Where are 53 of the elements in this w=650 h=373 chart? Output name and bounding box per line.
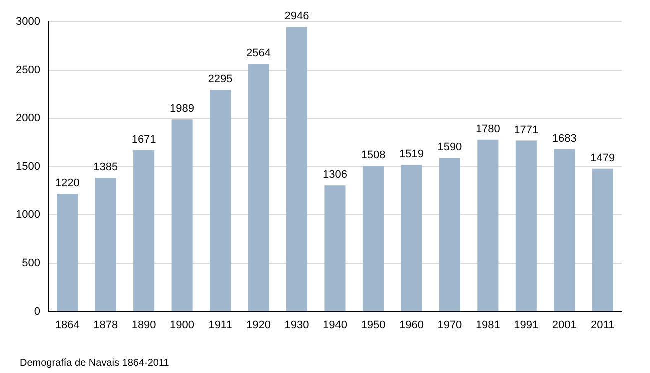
data-label: 1989 — [170, 103, 195, 116]
x-tick-label: 1900 — [170, 319, 195, 332]
bar — [439, 158, 460, 312]
bar — [57, 194, 78, 312]
bar — [516, 140, 537, 312]
bar — [478, 140, 499, 312]
x-tick-label: 1890 — [132, 319, 156, 332]
bar — [324, 186, 346, 312]
data-label: 2946 — [284, 10, 310, 23]
data-label: 2564 — [246, 48, 272, 60]
x-tick-label: 1981 — [476, 319, 500, 332]
y-tick-label: 1000 — [16, 209, 40, 222]
data-label: 1508 — [361, 150, 386, 162]
x-tick-label: 1920 — [246, 319, 272, 332]
y-tick-label: 3000 — [16, 16, 40, 28]
bar — [554, 149, 576, 312]
bar — [362, 166, 384, 312]
data-label: 1590 — [438, 142, 462, 154]
data-label: 1683 — [552, 132, 577, 145]
y-tick-label: 0 — [34, 306, 40, 318]
y-tick-label: 2500 — [16, 64, 40, 76]
data-label: 1306 — [322, 169, 348, 182]
bar — [210, 90, 232, 312]
x-tick-label: 2001 — [552, 319, 577, 332]
y-tick-label: 500 — [22, 258, 40, 270]
data-label: 1385 — [94, 162, 118, 174]
x-tick-label: 1950 — [361, 319, 386, 332]
x-tick-label: 1940 — [322, 319, 348, 332]
bar — [172, 120, 193, 312]
bar — [248, 64, 270, 312]
y-tick-label: 2000 — [16, 112, 40, 125]
bar — [401, 165, 422, 312]
data-label: 2295 — [208, 74, 233, 86]
bar — [95, 178, 116, 312]
y-tick-label: 1500 — [16, 160, 40, 173]
x-tick-label: 1930 — [284, 319, 310, 332]
data-label: 1479 — [590, 152, 616, 164]
x-tick-label: 1911 — [208, 319, 232, 332]
x-tick-label: 1864 — [55, 319, 80, 332]
x-tick-label: 1970 — [438, 319, 462, 332]
data-label: 1220 — [55, 177, 80, 190]
x-tick-label: 2011 — [591, 319, 615, 332]
x-tick-label: 1960 — [399, 319, 424, 332]
data-label: 1771 — [514, 124, 539, 136]
x-tick-label: 1878 — [94, 319, 118, 332]
text: Demografía de Navais 1864-2011 — [20, 358, 170, 369]
bar — [286, 27, 308, 312]
data-label: 1671 — [132, 134, 156, 146]
data-label: 1519 — [399, 148, 424, 161]
data-label: 1780 — [476, 123, 500, 136]
x-tick-label: 1991 — [514, 319, 539, 332]
bar — [592, 168, 614, 312]
bar — [134, 150, 155, 312]
